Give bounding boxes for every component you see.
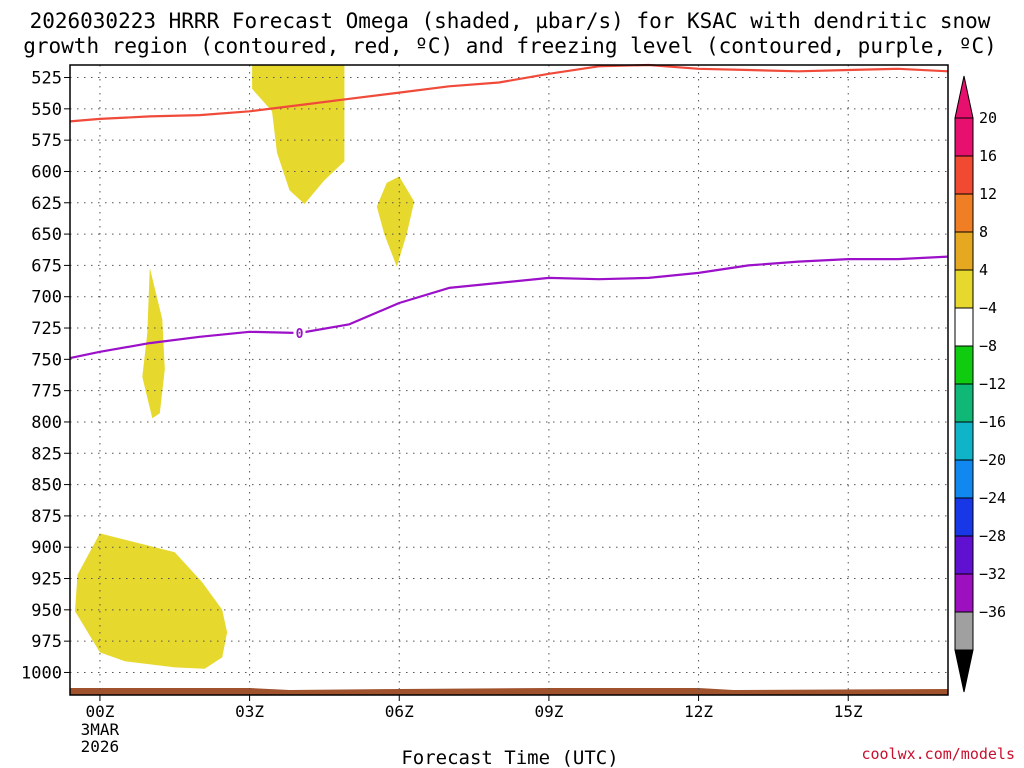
omega-region-low-lobe	[75, 533, 228, 669]
freezing-label-bg	[293, 324, 306, 341]
y-tick-label: 525	[31, 69, 62, 89]
x-tick-label: 12Z	[684, 702, 713, 721]
y-tick-label: 725	[31, 319, 62, 339]
colorbar-tick-label: −16	[979, 413, 1006, 431]
credit-text: coolwx.com/models	[861, 745, 1015, 763]
colorbar: 20 16 12 8 4 −4 −8 −12 −16 −20 −24 −28 −32 −36	[954, 75, 1006, 693]
y-tick-label: 775	[31, 382, 62, 402]
colorbar-swatch	[954, 421, 974, 461]
y-tick-label: 925	[31, 570, 62, 590]
colorbar-tick-label: 12	[979, 185, 997, 203]
x-tick-sublabel: 2026	[81, 737, 120, 756]
y-tick-label: 900	[31, 538, 62, 558]
chart-title-line1: 2026030223 HRRR Forecast Omega (shaded, …	[30, 9, 991, 33]
y-tick-label: 575	[31, 131, 62, 151]
snow-growth-contour-line	[69, 63, 949, 123]
x-tick-label: 09Z	[534, 702, 563, 721]
x-tick-label: 03Z	[235, 702, 264, 721]
colorbar-tick-label: −36	[979, 603, 1006, 621]
terrain-strip	[70, 688, 948, 695]
omega-region-small-lobe	[376, 176, 415, 267]
colorbar-tick-label: 4	[979, 261, 988, 279]
colorbar-swatch	[954, 231, 974, 271]
colorbar-swatch	[954, 611, 974, 651]
x-axis-label: Forecast Time (UTC)	[401, 747, 618, 768]
plot-background	[70, 65, 948, 695]
y-tick-label: 950	[31, 601, 62, 621]
colorbar-bottom-arrow	[954, 649, 974, 693]
y-tick-label: 750	[31, 350, 62, 370]
colorbar-tick-label: −20	[979, 451, 1006, 469]
colorbar-swatch	[954, 155, 974, 195]
colorbar-swatch	[954, 497, 974, 537]
colorbar-tick-label: 20	[979, 109, 997, 127]
y-tick-label: 800	[31, 413, 62, 433]
colorbar-swatch	[954, 345, 974, 385]
colorbar-swatch	[954, 269, 974, 309]
y-tick-label: 850	[31, 476, 62, 496]
colorbar-swatch	[954, 573, 974, 613]
colorbar-swatch	[954, 307, 974, 347]
colorbar-tick-label: 8	[979, 223, 988, 241]
colorbar-tick-label: −32	[979, 565, 1006, 583]
freezing-level-contour-line	[69, 255, 949, 360]
colorbar-swatch	[954, 117, 974, 157]
colorbar-swatch	[954, 535, 974, 575]
colorbar-tick-label: −12	[979, 375, 1006, 393]
y-tick-label: 550	[31, 100, 62, 120]
colorbar-swatch	[954, 459, 974, 499]
colorbar-swatch	[954, 383, 974, 423]
x-tick-sublabel: 3MAR	[81, 720, 120, 739]
y-tick-label: 700	[31, 288, 62, 308]
y-tick-label: 675	[31, 256, 62, 276]
x-tick-label: 00Z	[85, 702, 114, 721]
y-tick-label: 975	[31, 632, 62, 652]
x-tick-label: 06Z	[385, 702, 414, 721]
plot-area: 0 525 550 575 600 625 650 675 700 725 750 775 800 825…	[21, 63, 949, 756]
x-tick-label: 15Z	[834, 702, 863, 721]
y-tick-label: 625	[31, 194, 62, 214]
plot-frame	[69, 64, 949, 696]
colorbar-tick-label: −4	[979, 299, 997, 317]
colorbar-top-arrow	[954, 75, 974, 119]
colorbar-tick-label: −24	[979, 489, 1006, 507]
colorbar-tick-label: 16	[979, 147, 997, 165]
colorbar-tick-label: −28	[979, 527, 1006, 545]
y-tick-label: 650	[31, 225, 62, 245]
y-tick-label: 875	[31, 507, 62, 527]
y-tick-label: 825	[31, 444, 62, 464]
colorbar-tick-label: −8	[979, 337, 997, 355]
colorbar-swatch	[954, 193, 974, 233]
y-tick-label: 600	[31, 162, 62, 182]
y-tick-label: 1000	[21, 663, 62, 683]
freezing-contour-label: 0	[296, 327, 304, 342]
chart-title-line2: growth region (contoured, red, ºC) and f…	[23, 34, 997, 58]
omega-region-upper-lobe	[252, 65, 345, 204]
